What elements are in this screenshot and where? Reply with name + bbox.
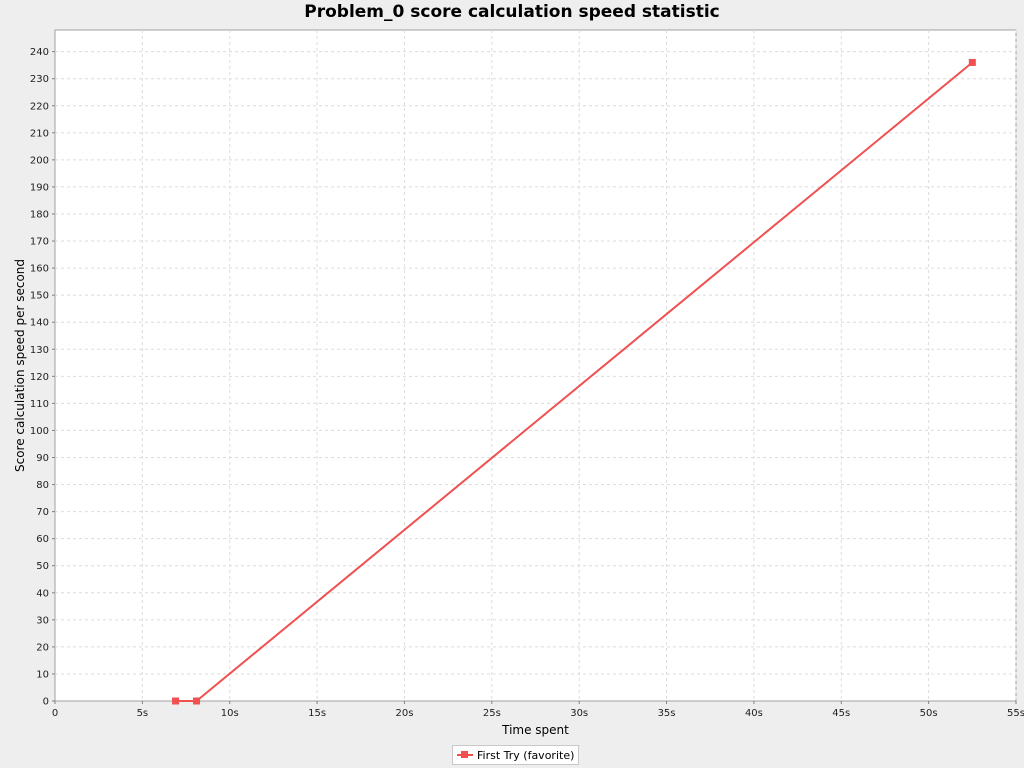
legend-swatch-icon <box>457 750 473 760</box>
plot-area <box>54 29 1017 702</box>
x-tick-label: 30s <box>570 708 588 719</box>
x-tick-label: 15s <box>308 708 326 719</box>
y-tick-label: 0 <box>43 697 49 708</box>
y-tick-label: 180 <box>30 209 49 220</box>
x-tick-label: 45s <box>832 708 850 719</box>
gridlines <box>55 30 1017 701</box>
series-layer <box>172 58 976 705</box>
x-tick-label: 55s <box>1007 708 1024 719</box>
x-axis-label: Time spent <box>501 723 569 737</box>
y-tick-label: 30 <box>36 615 49 626</box>
x-tick-label: 0 <box>52 708 58 719</box>
y-tick-label: 40 <box>36 588 49 599</box>
x-tick-label: 20s <box>395 708 413 719</box>
y-tick-label: 50 <box>36 561 49 572</box>
data-point <box>193 697 201 705</box>
y-tick-label: 60 <box>36 534 49 545</box>
x-tick-label: 35s <box>658 708 676 719</box>
y-tick-label: 70 <box>36 507 49 518</box>
y-tick-label: 140 <box>30 318 49 329</box>
legend: First Try (favorite) <box>452 745 580 765</box>
chart-title: Problem_0 score calculation speed statis… <box>304 2 720 22</box>
y-tick-label: 20 <box>36 642 49 653</box>
data-point <box>968 58 976 66</box>
x-tick-label: 25s <box>483 708 501 719</box>
legend-entry-label: First Try (favorite) <box>477 748 575 762</box>
y-tick-label: 220 <box>30 101 49 112</box>
x-tick-label: 50s <box>920 708 938 719</box>
y-tick-label: 190 <box>30 182 49 193</box>
x-tick-label: 10s <box>221 708 239 719</box>
axes: 0 5s 10s 15s 20s 25s 30s 35s 40s 45s 50s 55s 0 10 20 30… <box>30 47 1024 719</box>
y-tick-label: 110 <box>30 399 49 410</box>
y-tick-label: 150 <box>30 291 49 302</box>
data-point <box>172 697 180 705</box>
y-tick-label: 200 <box>30 155 49 166</box>
y-tick-label: 120 <box>30 372 49 383</box>
y-tick-label: 170 <box>30 237 49 248</box>
y-tick-label: 130 <box>30 345 49 356</box>
y-axis-label: Score calculation speed per second <box>13 259 27 472</box>
y-tick-label: 100 <box>30 426 49 437</box>
x-tick-label: 5s <box>137 708 149 719</box>
y-tick-label: 80 <box>36 480 49 491</box>
x-tick-label: 40s <box>745 708 763 719</box>
y-tick-label: 90 <box>36 453 49 464</box>
y-tick-label: 10 <box>36 669 49 680</box>
y-tick-label: 240 <box>30 47 49 58</box>
y-tick-label: 160 <box>30 264 49 275</box>
y-tick-label: 230 <box>30 74 49 85</box>
y-tick-label: 210 <box>30 128 49 139</box>
